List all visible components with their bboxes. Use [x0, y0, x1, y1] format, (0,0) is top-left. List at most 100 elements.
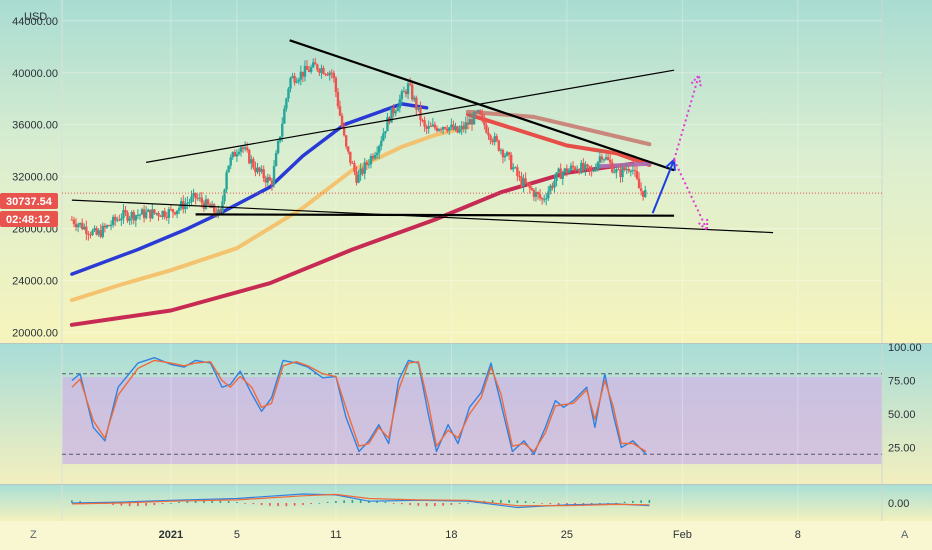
macd-histogram-bar	[252, 503, 255, 505]
candle-body	[483, 117, 486, 126]
candle-body	[493, 136, 496, 143]
time-tick-label: 18	[445, 529, 457, 541]
candle-body	[375, 152, 379, 156]
candle-body	[377, 146, 381, 153]
macd-histogram-bar	[178, 501, 180, 503]
macd-histogram-bar	[508, 499, 510, 503]
trend-line[interactable]	[145, 69, 675, 163]
candle-body	[491, 140, 494, 143]
candle-body	[429, 126, 432, 128]
candles[interactable]	[70, 57, 647, 241]
candle-body	[606, 157, 610, 160]
candle-body	[270, 180, 274, 186]
moving-average-line	[69, 125, 470, 303]
macd-histogram-bar	[425, 503, 428, 507]
candle-body	[384, 131, 387, 134]
candle-body	[635, 171, 639, 179]
candle-body	[367, 164, 371, 166]
trend-line[interactable]	[71, 199, 774, 234]
candle-body	[144, 211, 148, 218]
macd-line	[71, 493, 650, 507]
candle-body	[281, 123, 284, 137]
candle-body	[396, 108, 399, 112]
candle-body	[130, 212, 133, 219]
log-scale-toggle[interactable]: Z	[30, 529, 37, 541]
candle-body	[617, 169, 620, 171]
candle-body	[357, 174, 360, 183]
time-axis[interactable]: 2021 5 11 18 25 Feb 8	[159, 529, 801, 541]
candle-body	[243, 147, 247, 149]
candle-body	[466, 122, 470, 125]
trend-line[interactable]	[289, 39, 675, 172]
macd-histogram-bar	[71, 500, 73, 503]
auto-scale-toggle[interactable]: A	[901, 529, 909, 541]
macd-axis[interactable]: 0.00	[888, 498, 909, 510]
trend-line[interactable]	[195, 213, 675, 217]
macd-histogram-bar	[533, 502, 535, 503]
stochastic-tick-label: 50.00	[888, 409, 916, 421]
candle-body	[371, 155, 375, 159]
candle-body	[443, 127, 447, 129]
candle-body	[590, 169, 593, 171]
candle-body	[332, 72, 336, 78]
candle-body	[330, 72, 333, 74]
candle-body	[229, 157, 232, 166]
macd-histogram-bar	[417, 503, 420, 506]
candle-body	[380, 140, 383, 147]
candle-body	[316, 64, 319, 70]
macd-histogram-bar	[467, 502, 469, 504]
candle-body	[227, 165, 230, 173]
macd-histogram-bar	[409, 503, 411, 506]
candle-body	[410, 84, 414, 100]
candle-body	[307, 69, 311, 72]
stochastic-lines	[71, 357, 647, 455]
candle-body	[254, 167, 257, 173]
candle-body	[194, 192, 197, 199]
candle-body	[250, 159, 253, 164]
stochastic-axis[interactable]: 100.00 75.00 50.00 25.00	[888, 342, 922, 455]
candle-body	[161, 210, 164, 217]
forecast-arrow[interactable]	[651, 159, 676, 214]
candle-body	[586, 164, 589, 167]
candle-body	[153, 209, 156, 214]
candle-body	[320, 67, 323, 73]
candle-body	[363, 162, 366, 174]
candle-body	[318, 69, 321, 73]
candle-body	[283, 108, 286, 124]
candle-body	[540, 198, 544, 200]
candle-body	[89, 234, 92, 236]
candle-body	[495, 136, 498, 141]
candle-body	[128, 218, 131, 221]
candle-body	[155, 213, 158, 215]
candle-body	[524, 178, 527, 184]
macd-histogram-bar	[343, 500, 345, 503]
candle-body	[196, 198, 199, 200]
candle-body	[159, 215, 162, 217]
macd-histogram-bar	[186, 500, 189, 503]
macd-indicator	[71, 493, 651, 509]
candle-body	[225, 172, 228, 190]
candle-body	[534, 192, 538, 197]
candle-body	[571, 165, 575, 168]
candle-body	[169, 209, 173, 211]
countdown-label: 02:48:12	[6, 214, 50, 226]
macd-histogram-bar	[450, 503, 453, 505]
macd-histogram-bar	[318, 502, 321, 504]
trend-drawings[interactable]	[71, 39, 774, 234]
macd-histogram-bar	[442, 503, 444, 506]
moving-average-line	[465, 109, 652, 147]
candle-body	[567, 169, 571, 174]
candle-body	[231, 151, 234, 158]
candle-body	[340, 115, 344, 127]
candle-body	[522, 178, 525, 187]
candle-body	[538, 194, 542, 199]
candle-body	[633, 170, 637, 172]
candle-body	[588, 166, 591, 170]
macd-histogram-bar	[326, 501, 329, 503]
candle-body	[637, 178, 641, 189]
candle-body	[342, 126, 346, 136]
candle-body	[573, 167, 577, 171]
candle-body	[97, 230, 100, 235]
price-axis[interactable]: 44000.0040000.0036000.0032000.0028000.00…	[12, 16, 58, 340]
